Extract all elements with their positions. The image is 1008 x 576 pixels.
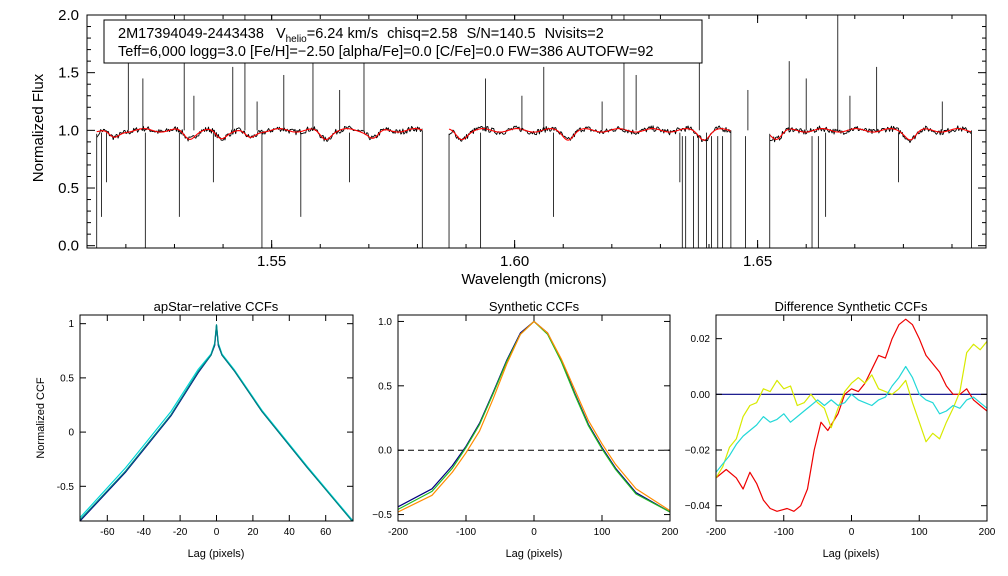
x-tick-label: 200 bbox=[662, 527, 679, 538]
x-tick-label: -20 bbox=[173, 527, 188, 538]
spectrum-ylabel: Normalized Flux bbox=[30, 73, 47, 182]
x-tick-label: 100 bbox=[911, 527, 928, 538]
ccf-series-orange bbox=[398, 320, 670, 513]
x-tick-label: 1.55 bbox=[257, 253, 286, 270]
x-tick-label: 100 bbox=[594, 527, 611, 538]
x-tick-label: 40 bbox=[284, 527, 296, 538]
y-tick-label: 1 bbox=[68, 319, 74, 330]
apstar-ccf-data bbox=[80, 324, 353, 521]
ccf-panel-2: -200 -100 0 100 200 −0.5 0.0 0.5 1.0 Synthetic C… bbox=[372, 299, 679, 560]
y-tick-label: 0 bbox=[68, 428, 74, 439]
ccf-panel-3: -200 -100 0 100 200 −0.04 −0.02 0.00 0.02 Differ… bbox=[685, 299, 996, 560]
x-tick-label: 60 bbox=[320, 527, 332, 538]
y-tick-label: 0.5 bbox=[378, 381, 392, 392]
x-tick-label: 1.60 bbox=[500, 253, 529, 270]
y-tick-label: −0.02 bbox=[685, 446, 711, 457]
spectrum-data bbox=[96, 15, 972, 248]
x-tick-label: -60 bbox=[100, 527, 115, 538]
annotation-nvisits: Nvisits=2 bbox=[545, 26, 604, 42]
annotation-snr: S/N=140.5 bbox=[467, 26, 536, 42]
spectrum-panel: 1.55 1.60 1.65 0.0 0.5 1.0 1.5 2.0 Wavelength (… bbox=[30, 7, 987, 288]
y-tick-label: 0.5 bbox=[58, 180, 79, 197]
ccf-series-red bbox=[716, 318, 987, 512]
y-tick-label: 1.0 bbox=[378, 317, 392, 328]
apstar-ccf-frame bbox=[79, 314, 354, 522]
y-tick-label: 0.5 bbox=[60, 373, 74, 384]
y-tick-label: -0.5 bbox=[57, 482, 75, 493]
x-tick-label: 0 bbox=[531, 527, 537, 538]
synthetic-ccf-axes: -200 -100 0 100 200 −0.5 0.0 0.5 1.0 bbox=[372, 315, 679, 538]
ccf-series-cyan bbox=[80, 324, 353, 521]
difference-ccf-frame bbox=[715, 314, 988, 522]
difference-ccf-xlabel: Lag (pixels) bbox=[823, 548, 880, 560]
annotation-vhelio-value: =6.24 km/s bbox=[307, 26, 378, 42]
y-tick-label: 1.5 bbox=[58, 65, 79, 82]
x-tick-label: 200 bbox=[979, 527, 996, 538]
spectrum-axes: 1.55 1.60 1.65 0.0 0.5 1.0 1.5 2.0 bbox=[58, 7, 986, 270]
apstar-ccf-xlabel: Lag (pixels) bbox=[188, 548, 245, 560]
annotation-star-id: 2M17394049-2443438 bbox=[118, 26, 264, 42]
synthetic-ccf-data bbox=[398, 320, 670, 513]
ccf-series-cyan bbox=[716, 365, 987, 473]
apstar-ccf-title: apStar−relative CCFs bbox=[154, 299, 279, 314]
ccf-series-navy bbox=[80, 325, 353, 521]
x-tick-label: 1.65 bbox=[743, 253, 772, 270]
y-tick-label: −0.04 bbox=[685, 501, 711, 512]
y-tick-label: 2.0 bbox=[58, 7, 79, 24]
ccf-series-yellow bbox=[716, 341, 987, 479]
ccf-series-green bbox=[398, 320, 670, 513]
annotation-params: Teff=6,000 logg=3.0 [Fe/H]=−2.50 [alpha/… bbox=[118, 44, 653, 60]
x-tick-label: -100 bbox=[456, 527, 476, 538]
synthetic-ccf-xlabel: Lag (pixels) bbox=[506, 548, 563, 560]
annotation-chisq: chisq=2.58 bbox=[387, 26, 458, 42]
apstar-ccf-ylabel: Normalized CCF bbox=[35, 377, 47, 459]
spectrum-plot-frame bbox=[86, 14, 987, 249]
x-tick-label: -200 bbox=[706, 527, 726, 538]
observed-spectrum-line bbox=[448, 125, 731, 143]
y-tick-label: 0.0 bbox=[378, 446, 392, 457]
difference-ccf-data bbox=[716, 318, 987, 512]
x-tick-label: -100 bbox=[774, 527, 794, 538]
y-tick-label: 0.0 bbox=[58, 238, 79, 255]
apstar-ccf-axes: -60 -40 -20 0 20 40 60 -0.5 0 0.5 1 bbox=[57, 315, 353, 538]
x-tick-label: -40 bbox=[136, 527, 151, 538]
y-tick-label: −0.5 bbox=[372, 510, 392, 521]
x-tick-label: 0 bbox=[214, 527, 220, 538]
difference-ccf-title: Difference Synthetic CCFs bbox=[775, 299, 928, 314]
y-tick-label: 0.00 bbox=[691, 390, 711, 401]
ccf-series-teal bbox=[80, 324, 353, 521]
y-tick-label: 1.0 bbox=[58, 122, 79, 139]
synthetic-ccf-frame bbox=[397, 314, 671, 522]
x-tick-label: -200 bbox=[388, 527, 408, 538]
synthetic-fit-line bbox=[96, 128, 423, 141]
synthetic-ccf-title: Synthetic CCFs bbox=[489, 299, 580, 314]
y-tick-label: 0.02 bbox=[691, 334, 711, 345]
difference-ccf-axes: -200 -100 0 100 200 −0.04 −0.02 0.00 0.02 bbox=[685, 315, 996, 538]
observed-spectrum-line bbox=[96, 125, 423, 142]
ccf-panel-1: -60 -40 -20 0 20 40 60 -0.5 0 0.5 1 apStar−relativ… bbox=[35, 299, 354, 560]
x-tick-label: 20 bbox=[247, 527, 259, 538]
synthetic-fit-line bbox=[448, 128, 732, 141]
annotation-vhelio-subscript: helio bbox=[286, 34, 308, 45]
synthetic-fit-line bbox=[769, 128, 972, 141]
observed-spectrum-line bbox=[769, 125, 972, 144]
spectrum-annotation-box: 2M17394049-2443438 Vhelio=6.24 km/s chisq=… bbox=[103, 19, 703, 64]
annotation-vhelio-label: V bbox=[276, 26, 286, 42]
x-tick-label: 0 bbox=[849, 527, 855, 538]
spectrum-xlabel: Wavelength (microns) bbox=[461, 271, 606, 288]
